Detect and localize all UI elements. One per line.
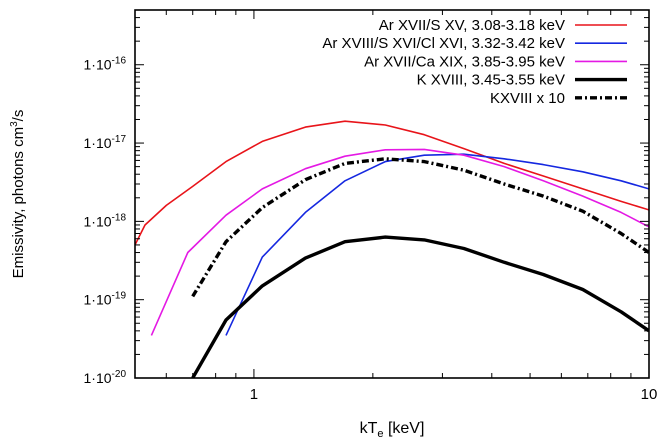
series-line-4 bbox=[191, 235, 649, 378]
legend-entry-label: Ar XVII/S XV, 3.08-3.18 keV bbox=[379, 17, 565, 34]
x-axis-ticks: 1 10 bbox=[134, 10, 658, 403]
series-line-2 bbox=[225, 153, 649, 336]
series-layer bbox=[135, 120, 649, 378]
plot-frame bbox=[134, 9, 650, 379]
y-axis-label: Emissivity, photons cm3/s bbox=[9, 110, 27, 279]
series-line-3 bbox=[150, 148, 649, 336]
legend-entry-label: KXVIII x 10 bbox=[490, 90, 565, 107]
y-tick-label: 1·10-18 bbox=[84, 212, 127, 229]
y-tick-label: 1·10-17 bbox=[84, 134, 127, 151]
series-line-1 bbox=[135, 120, 649, 246]
legend-entry-label: Ar XVII/Ca XIX, 3.85-3.95 keV bbox=[364, 53, 565, 70]
x-tick-label: 1 bbox=[250, 386, 258, 403]
x-axis-label: kTe [keV] bbox=[360, 420, 425, 439]
x-tick-label: 10 bbox=[641, 386, 658, 403]
y-tick-label: 1·10-19 bbox=[84, 291, 127, 308]
legend-entry-label: Ar XVIII/S XVI/Cl XVI, 3.32-3.42 keV bbox=[322, 35, 565, 52]
y-axis-ticks: 1·10-20 1·10-19 1·10-18 1·10-17 1·10-16 bbox=[84, 9, 649, 386]
legend-entry-label: K XVIII, 3.45-3.55 keV bbox=[417, 72, 565, 89]
series-line-5 bbox=[191, 157, 649, 298]
y-tick-label: 1·10-16 bbox=[84, 56, 127, 73]
y-tick-label: 1·10-20 bbox=[84, 369, 127, 386]
